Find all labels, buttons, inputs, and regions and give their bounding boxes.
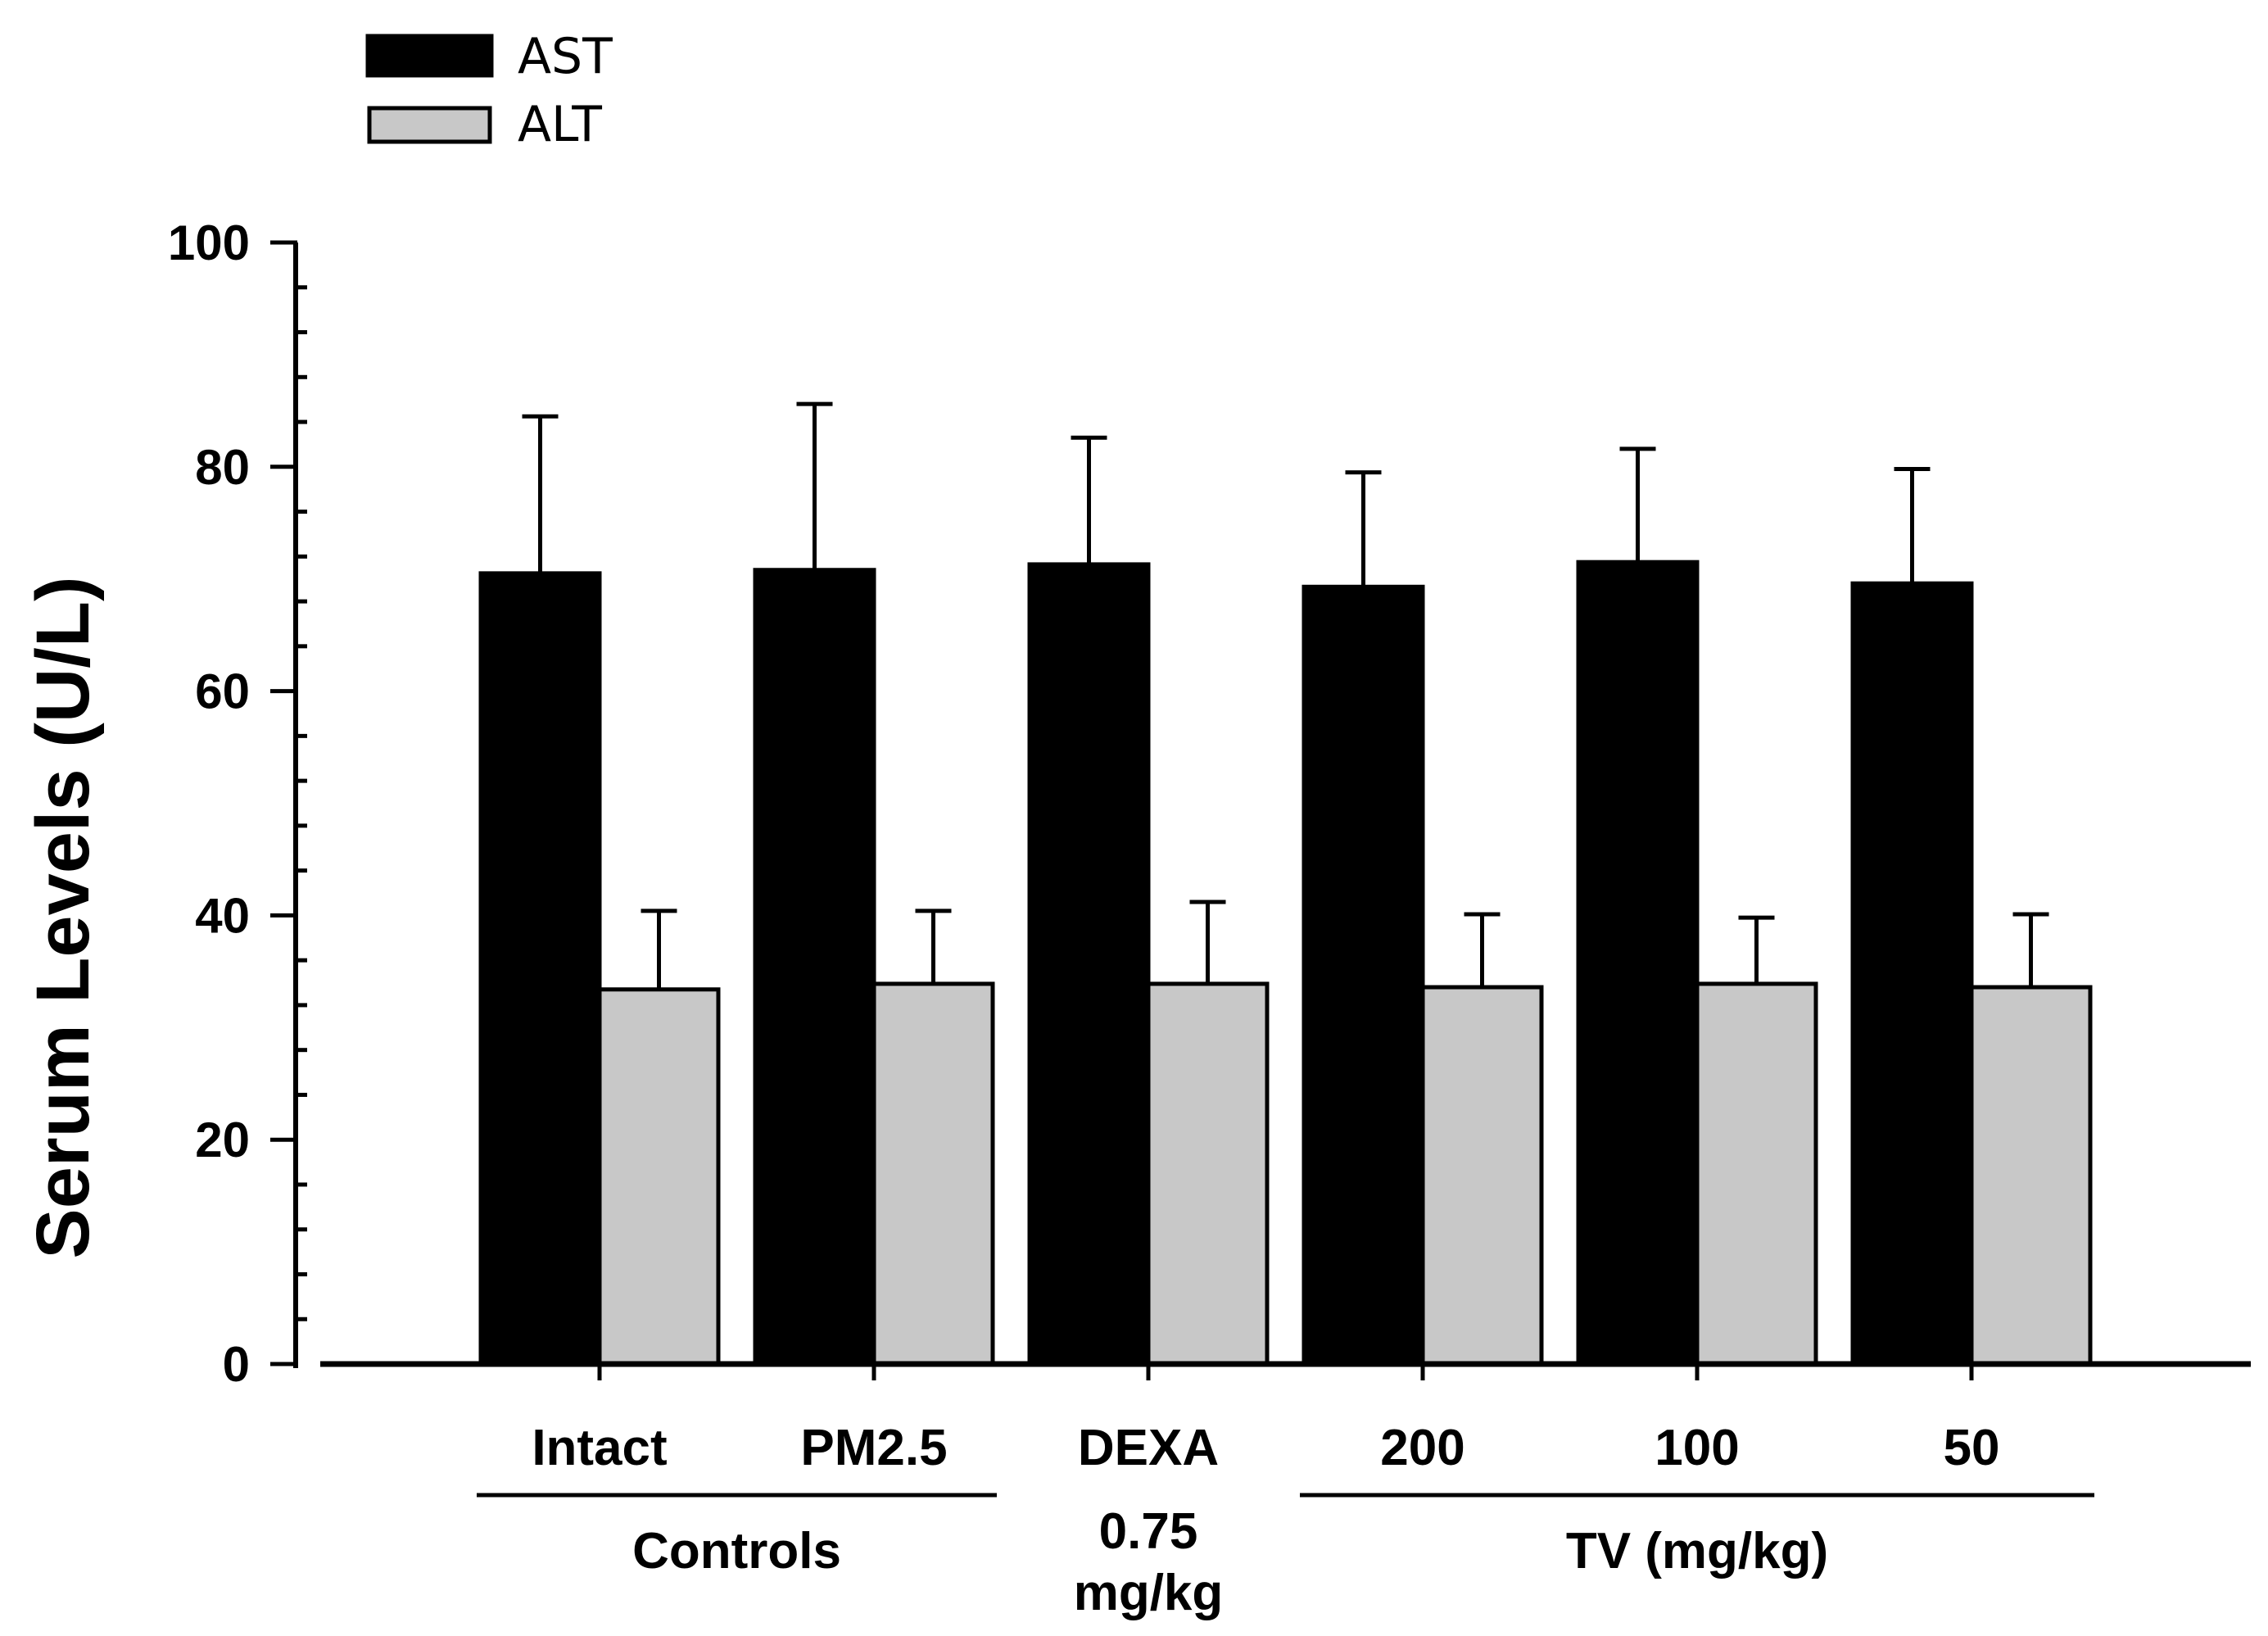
y-tick-label-20: 20 [195,1113,250,1167]
errorbar-alt-0 [641,909,677,990]
y-tick-label-80: 80 [195,440,250,495]
y-axis-label: Serum Levels (U/L) [21,576,105,1258]
group-label: Controls [632,1523,841,1579]
category-label: DEXA [1078,1420,1219,1476]
errorbar-ast-2 [1071,435,1107,564]
category-label: 50 [1944,1420,2000,1476]
errorbar-ast-3 [1345,470,1382,587]
y-axis-ticks: 0 20 40 60 80 100 [168,215,307,1392]
bar-ast-2 [1027,562,1151,1366]
category-label: Intact [532,1420,667,1476]
category-labels: Intact PM2.5 DEXA 200 100 50 [532,1420,1999,1476]
errorbar-ast-4 [1619,446,1656,563]
legend-label-alt: ALT [518,96,602,153]
group-label-line: mg/kg [1074,1565,1224,1621]
legend: AST ALT [365,28,613,153]
group-label-line: 0.75 [1099,1503,1198,1560]
group-label: 0.75 mg/kg [1074,1503,1224,1621]
y-tick-label-0: 0 [223,1337,250,1392]
bar-alt-3 [1420,985,1544,1366]
errorbar-alt-3 [1464,912,1501,988]
bar-alt-5 [1969,985,2093,1366]
bar-alt-4 [1695,981,1818,1366]
bar-ast-0 [478,571,602,1366]
category-label: PM2.5 [800,1420,947,1476]
bars [478,560,2093,1366]
errorbar-ast-1 [796,401,833,570]
y-tick-label-40: 40 [195,888,250,943]
legend-swatch-alt [367,106,492,144]
bar-alt-2 [1146,981,1270,1366]
error-bars [522,401,2049,990]
legend-label-ast: AST [518,28,613,85]
group-labels: Controls 0.75 mg/kg TV (mg/kg) [477,1493,2094,1621]
y-tick-label-60: 60 [195,664,250,719]
bar-alt-0 [597,987,721,1366]
errorbar-alt-2 [1189,900,1226,984]
y-tick-label-100: 100 [168,215,250,270]
errorbar-ast-0 [522,414,559,573]
bar-ast-5 [1850,581,1974,1366]
bar-ast-1 [753,568,876,1366]
group-label: TV (mg/kg) [1566,1523,1828,1579]
x-axis-ticks [597,1364,1974,1380]
bar-alt-1 [871,981,995,1366]
category-label: 100 [1655,1420,1739,1476]
bar-ast-3 [1301,584,1425,1366]
legend-swatch-ast [365,34,494,78]
errorbar-alt-1 [915,909,952,984]
errorbar-alt-5 [2012,912,2049,988]
bar-ast-4 [1576,560,1700,1366]
errorbar-ast-5 [1894,467,1931,584]
category-label: 200 [1380,1420,1464,1476]
errorbar-alt-4 [1738,915,1775,984]
